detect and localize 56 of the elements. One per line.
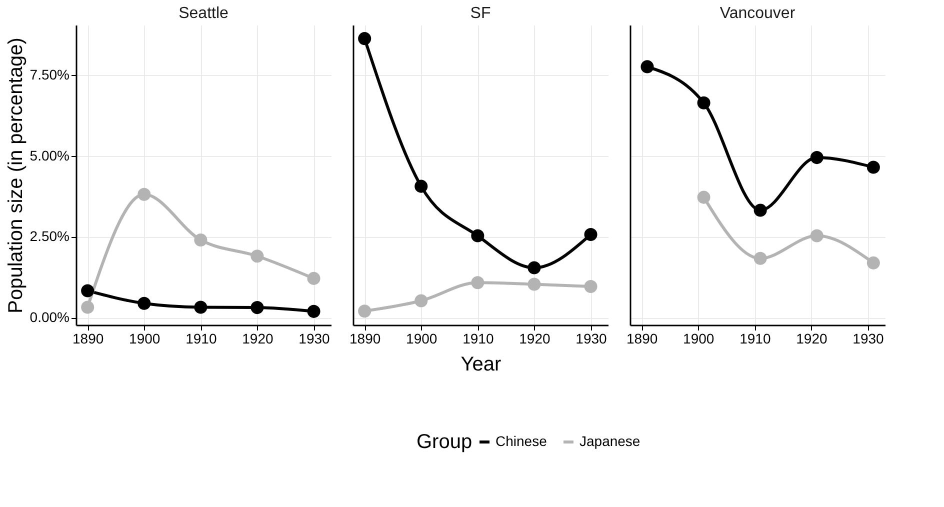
x-tick-label: 1890 xyxy=(626,330,658,346)
point xyxy=(471,229,484,242)
point xyxy=(138,188,151,201)
x-tick-label: 1910 xyxy=(186,330,217,346)
y-tick-label: 7.50% xyxy=(30,66,70,83)
legend-label: Japanese xyxy=(580,433,640,449)
legend-title: Group xyxy=(416,431,472,453)
point xyxy=(528,261,541,274)
chart-title: SF xyxy=(470,5,491,22)
point xyxy=(358,304,372,318)
chart-title: Vancouver xyxy=(720,5,796,22)
point xyxy=(810,229,824,242)
point xyxy=(250,250,264,263)
x-tick-label: 1890 xyxy=(72,330,104,346)
x-tick-label: 1900 xyxy=(129,330,160,346)
y-tick-label: 5.00% xyxy=(30,147,70,164)
point xyxy=(471,276,484,290)
point xyxy=(528,278,541,291)
x-tick-label: 1920 xyxy=(242,330,274,346)
x-tick-label: 1920 xyxy=(519,330,550,346)
point xyxy=(584,228,598,241)
point xyxy=(584,280,598,294)
point xyxy=(697,190,710,204)
y-tick-label: 2.50% xyxy=(30,228,70,244)
x-axis-title: Year xyxy=(460,354,502,376)
point xyxy=(754,204,767,217)
x-tick-label: 1910 xyxy=(462,330,494,346)
point xyxy=(358,32,372,46)
point xyxy=(866,256,880,270)
point xyxy=(307,272,320,285)
point xyxy=(138,296,151,310)
x-tick-label: 1890 xyxy=(350,330,381,346)
point xyxy=(640,60,654,74)
x-tick-label: 1900 xyxy=(406,330,438,346)
point xyxy=(250,301,264,314)
y-axis-title: Population size (in percentage) xyxy=(4,38,27,314)
point xyxy=(697,96,710,110)
x-tick-label: 1930 xyxy=(298,330,330,346)
point xyxy=(754,252,767,265)
x-tick-label: 1910 xyxy=(740,330,771,346)
point xyxy=(307,304,320,318)
legend-label: Chinese xyxy=(496,433,548,449)
x-tick-label: 1930 xyxy=(852,330,884,346)
point xyxy=(810,151,824,164)
point xyxy=(81,300,94,314)
point xyxy=(194,300,208,314)
point xyxy=(194,233,208,246)
point xyxy=(866,160,880,174)
chart-title: Seattle xyxy=(178,5,229,22)
point xyxy=(81,284,94,298)
x-tick-label: 1930 xyxy=(576,330,608,346)
point xyxy=(414,294,428,308)
x-tick-label: 1920 xyxy=(796,330,828,346)
y-tick-label: 0.00% xyxy=(30,309,70,326)
x-tick-label: 1900 xyxy=(683,330,714,346)
point xyxy=(414,180,428,193)
